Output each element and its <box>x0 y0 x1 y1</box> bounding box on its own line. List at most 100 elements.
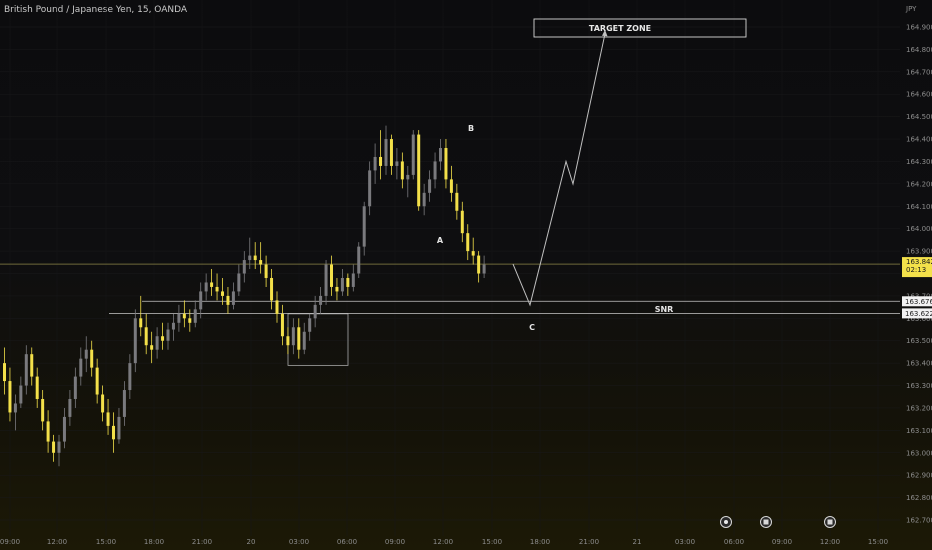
x-tick-label: 12:00 <box>47 538 67 546</box>
y-tick-label: 162.800 <box>906 494 932 502</box>
candle-body <box>242 260 246 274</box>
candle-body <box>466 233 470 252</box>
candle-body <box>389 139 393 166</box>
candle-body <box>171 322 175 330</box>
candle-body <box>248 255 252 261</box>
candle-body <box>150 345 154 350</box>
candle-body <box>101 394 105 413</box>
flag-icon[interactable] <box>824 516 836 528</box>
candle-body <box>19 385 23 404</box>
candle-body <box>199 291 203 310</box>
candle-body <box>144 327 148 346</box>
time-axis[interactable]: 09:00 12:00 15:00 18:00 21:00 20 03:00 06:00 09:… <box>0 538 888 546</box>
x-tick-label: 06:00 <box>724 538 744 546</box>
consolidation-box[interactable] <box>287 313 349 366</box>
candle-body <box>24 354 28 386</box>
candle-body <box>428 179 432 193</box>
flag-icon[interactable] <box>760 516 772 528</box>
candle-body <box>313 304 317 319</box>
arrow-head-icon <box>602 29 608 37</box>
candle-body <box>384 139 388 166</box>
candle-body <box>133 318 137 364</box>
candle-body <box>41 398 45 422</box>
candle-body <box>84 349 88 359</box>
clock-icon[interactable] <box>720 516 732 528</box>
candle-body <box>193 309 197 323</box>
x-tick-label: 12:00 <box>820 538 840 546</box>
x-tick-label: 15:00 <box>482 538 502 546</box>
candle-body <box>204 282 208 292</box>
level-upper-tag: 163.676 <box>902 296 932 307</box>
candle-body <box>90 349 94 368</box>
candle-body <box>8 381 12 413</box>
candle-body <box>335 286 339 292</box>
y-tick-label: 164.600 <box>906 91 932 99</box>
x-tick-label: 20 <box>247 538 256 546</box>
candle-body <box>73 376 77 399</box>
y-tick-label: 163.000 <box>906 449 932 457</box>
candle-body <box>112 425 115 440</box>
y-tick-label: 162.900 <box>906 472 932 480</box>
candle-body <box>264 264 268 278</box>
candle-body <box>406 174 410 180</box>
candle-body <box>13 403 17 413</box>
candle-body <box>449 179 453 193</box>
point-b-label: B <box>468 124 474 133</box>
y-tick-label: 164.100 <box>906 203 932 211</box>
candle-body <box>471 251 475 256</box>
y-tick-label: 164.700 <box>906 68 932 76</box>
candle-body <box>128 363 132 391</box>
y-tick-label: 164.400 <box>906 136 932 144</box>
x-tick-label: 18:00 <box>530 538 550 546</box>
x-tick-label: 09:00 <box>772 538 792 546</box>
symbol-title: British Pound / Japanese Yen, 15, OANDA <box>4 5 188 15</box>
candle-body <box>139 318 143 328</box>
y-tick-label: 164.800 <box>906 46 932 54</box>
candle-body <box>57 441 61 453</box>
y-tick-label: 163.500 <box>906 337 932 345</box>
snr-label: SNR <box>655 305 674 314</box>
x-tick-label: 03:00 <box>289 538 309 546</box>
candle-body <box>400 161 404 180</box>
y-tick-label: 162.700 <box>906 517 932 525</box>
candle-body <box>35 376 39 399</box>
candle-body <box>259 260 263 265</box>
candle-body <box>106 412 110 426</box>
x-tick-label: 15:00 <box>868 538 888 546</box>
point-a-label: A <box>437 236 444 245</box>
candle-body <box>351 273 355 287</box>
candle-body <box>417 134 421 207</box>
candle-body <box>188 318 192 323</box>
candle-body <box>177 313 181 323</box>
candle-body <box>226 295 230 305</box>
candle-body <box>373 156 377 171</box>
x-tick-label: 03:00 <box>675 538 695 546</box>
x-tick-label: 12:00 <box>433 538 453 546</box>
candle-body <box>182 313 186 319</box>
candle-body <box>46 421 50 442</box>
candle-body <box>210 282 214 287</box>
candle-body <box>161 336 165 341</box>
candle-body <box>280 313 284 337</box>
candle-body <box>340 277 344 292</box>
y-tick-label: 164.000 <box>906 225 932 233</box>
candle-body <box>155 336 159 350</box>
y-tick-label: 163.300 <box>906 382 932 390</box>
candle-body <box>231 291 235 305</box>
y-tick-label: 163.600 <box>906 315 932 323</box>
last-price-value: 163.842 <box>906 258 932 266</box>
target-zone-box[interactable] <box>533 18 747 38</box>
chart-grid <box>0 0 900 536</box>
candle-body <box>357 246 361 274</box>
candle-body <box>395 161 399 166</box>
y-tick-label: 163.200 <box>906 404 932 412</box>
currency-label: JPY <box>905 5 917 13</box>
candle-body <box>302 331 306 350</box>
candle-body <box>330 264 333 287</box>
candle-body <box>379 156 383 166</box>
projection-path[interactable] <box>512 33 606 307</box>
candle-body <box>275 300 279 314</box>
price-axis[interactable]: JPY 164.900 164.800 164.700 164.600 164.500 1… <box>905 5 932 525</box>
x-tick-label: 09:00 <box>0 538 20 546</box>
